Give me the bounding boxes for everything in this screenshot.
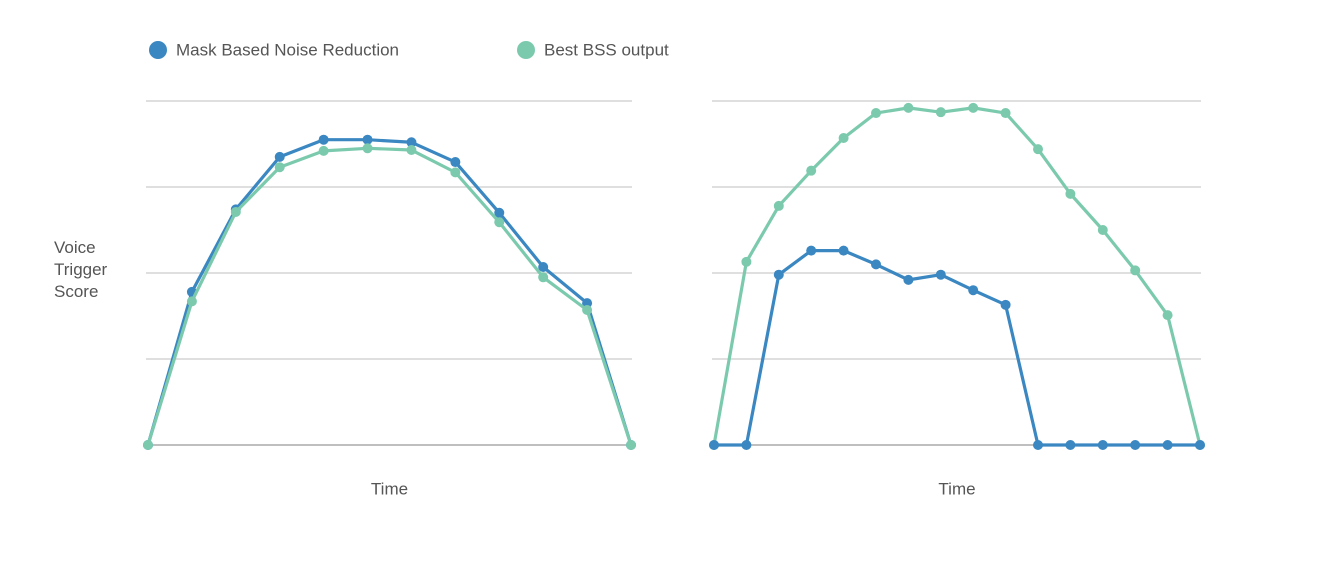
data-point bbox=[318, 145, 329, 156]
data-point bbox=[143, 440, 153, 450]
data-point bbox=[838, 132, 849, 143]
data-point bbox=[1162, 310, 1173, 321]
legend-marker bbox=[517, 41, 535, 59]
data-point bbox=[871, 108, 881, 119]
series-line bbox=[712, 106, 1202, 446]
data-point bbox=[274, 151, 285, 162]
data-point bbox=[626, 440, 636, 450]
data-point bbox=[968, 285, 979, 296]
data-point bbox=[1162, 440, 1173, 450]
data-point bbox=[871, 259, 881, 270]
data-point bbox=[538, 272, 549, 283]
data-point bbox=[362, 134, 373, 145]
data-point bbox=[1000, 108, 1011, 119]
data-point bbox=[903, 102, 914, 113]
data-point bbox=[494, 217, 505, 228]
data-point bbox=[741, 440, 752, 450]
data-point bbox=[935, 107, 946, 118]
data-point bbox=[1097, 440, 1108, 450]
data-point bbox=[318, 134, 329, 145]
data-point bbox=[274, 162, 285, 173]
data-point bbox=[1033, 144, 1043, 155]
data-point bbox=[838, 245, 849, 256]
data-point bbox=[1097, 225, 1108, 235]
legend-label: Mask Based Noise Reduction bbox=[176, 40, 399, 59]
data-point bbox=[806, 245, 817, 256]
data-point bbox=[1065, 440, 1076, 450]
data-point bbox=[1065, 188, 1076, 199]
data-point bbox=[362, 143, 373, 154]
data-point bbox=[1130, 440, 1141, 450]
x-axis-label: Time bbox=[938, 479, 975, 498]
y-axis-label: Voice Trigger Score bbox=[54, 238, 108, 301]
data-point bbox=[230, 206, 241, 217]
data-point bbox=[582, 298, 593, 309]
series-line bbox=[714, 249, 1200, 447]
data-point bbox=[773, 200, 784, 211]
data-point bbox=[494, 207, 505, 218]
data-point bbox=[773, 269, 784, 280]
series-line bbox=[146, 138, 633, 446]
data-point bbox=[741, 256, 752, 267]
data-point bbox=[1000, 299, 1011, 310]
data-point bbox=[406, 145, 417, 156]
data-point bbox=[1033, 440, 1043, 450]
data-point bbox=[806, 165, 817, 176]
data-point bbox=[1130, 265, 1141, 276]
data-point bbox=[538, 261, 549, 272]
data-point bbox=[450, 157, 461, 168]
series-line bbox=[146, 146, 633, 446]
data-point bbox=[406, 137, 417, 148]
data-point bbox=[1195, 440, 1205, 450]
data-point bbox=[582, 304, 593, 315]
data-point bbox=[709, 440, 719, 450]
legend-marker bbox=[149, 41, 167, 59]
x-axis-label: Time bbox=[371, 479, 408, 498]
data-point bbox=[186, 296, 197, 307]
data-point bbox=[935, 269, 946, 280]
data-point bbox=[450, 167, 461, 178]
data-point bbox=[968, 102, 979, 113]
data-point bbox=[903, 274, 914, 285]
legend-label: Best BSS output bbox=[544, 40, 669, 59]
